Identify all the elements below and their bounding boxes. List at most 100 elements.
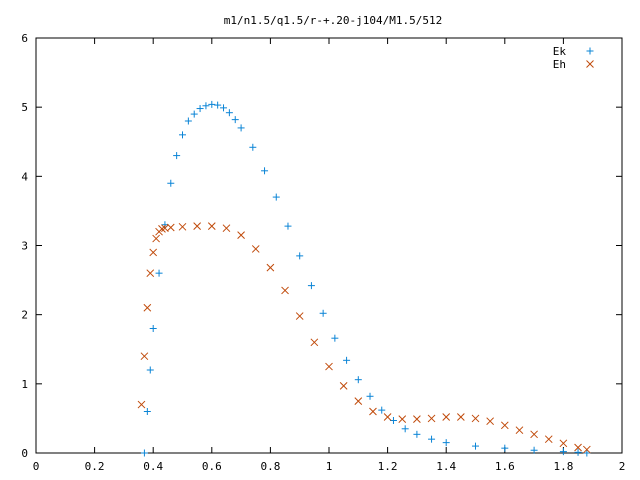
data-point <box>155 269 163 277</box>
data-point <box>143 408 151 415</box>
data-point <box>310 338 319 347</box>
data-point <box>167 179 175 187</box>
y-tick-label: 0 <box>21 447 28 460</box>
data-point <box>284 222 292 230</box>
data-point <box>266 263 275 272</box>
data-point <box>143 303 152 312</box>
data-point <box>158 225 166 233</box>
data-point <box>544 435 553 444</box>
data-point <box>398 415 407 423</box>
x-tick-label: 0.2 <box>85 460 105 473</box>
data-point <box>149 325 157 332</box>
data-point <box>173 152 181 160</box>
data-point <box>343 356 351 364</box>
plot-frame <box>35 37 623 454</box>
data-point <box>193 222 202 230</box>
data-point <box>366 392 374 400</box>
y-tick-label: 5 <box>21 101 28 114</box>
data-point <box>225 109 233 117</box>
data-point <box>456 413 465 421</box>
data-point <box>331 334 339 342</box>
data-point <box>401 425 409 433</box>
data-point <box>574 443 582 452</box>
x-tick-label: 1.6 <box>495 460 515 473</box>
data-point <box>237 124 245 132</box>
data-point <box>378 406 386 414</box>
data-point <box>281 286 289 295</box>
data-point <box>295 312 304 320</box>
data-point <box>501 444 509 452</box>
data-point <box>583 449 591 457</box>
data-point <box>500 421 509 430</box>
y-tick-label: 6 <box>21 32 28 45</box>
data-point <box>472 442 479 450</box>
data-point <box>428 435 436 443</box>
data-point <box>559 448 567 456</box>
data-point <box>369 407 377 416</box>
data-point <box>325 362 333 371</box>
data-point <box>161 221 169 229</box>
data-point <box>149 248 158 257</box>
data-point <box>354 397 363 405</box>
data-point <box>515 426 524 435</box>
x-tick-label: 0.8 <box>260 460 280 473</box>
data-point <box>442 439 450 447</box>
y-tick-label: 3 <box>21 240 28 253</box>
x-tick-label: 1.8 <box>553 460 573 473</box>
x-tick-label: 0.6 <box>202 460 222 473</box>
data-point <box>319 309 327 317</box>
data-point <box>307 282 315 290</box>
data-point <box>413 430 421 438</box>
data-point <box>272 193 280 201</box>
y-tick-label: 2 <box>21 309 28 322</box>
legend-label: Ek <box>553 45 567 58</box>
data-point <box>296 252 304 260</box>
data-point <box>222 224 231 233</box>
data-point <box>178 222 187 231</box>
data-point <box>196 105 204 113</box>
data-point <box>220 104 228 112</box>
legend-label: Eh <box>553 58 566 71</box>
data-point <box>574 448 582 456</box>
data-point <box>559 439 568 448</box>
x-tick-label: 1 <box>326 460 333 473</box>
data-point <box>530 430 538 439</box>
axis-ticks: 0 0.2 0.4 0.6 0.8 1 1.2 1.4 1.6 1.8 2 0 1 2 3 4 5 6 <box>21 32 625 473</box>
data-point <box>137 400 146 409</box>
data-point <box>207 222 216 230</box>
legend-marker <box>586 47 594 55</box>
series-eh <box>137 222 591 454</box>
x-tick-label: 0.4 <box>143 460 163 473</box>
data-point <box>237 231 245 239</box>
y-tick-label: 4 <box>21 170 28 183</box>
data-point <box>166 223 175 232</box>
data-point <box>354 376 362 384</box>
data-point <box>190 110 198 118</box>
data-point <box>202 102 210 110</box>
x-tick-label: 0 <box>33 460 40 473</box>
data-point <box>152 234 160 243</box>
data-point <box>530 446 538 454</box>
data-point <box>146 269 155 278</box>
data-point <box>249 143 257 151</box>
data-point <box>442 413 451 421</box>
data-point <box>140 449 148 457</box>
x-tick-label: 1.4 <box>436 460 456 473</box>
data-point <box>261 167 269 175</box>
x-tick-label: 2 <box>619 460 626 473</box>
data-point <box>582 445 591 454</box>
legend-marker <box>586 60 594 68</box>
data-point <box>146 366 154 374</box>
data-point <box>179 131 186 139</box>
data-point <box>208 100 216 108</box>
data-point <box>486 417 495 426</box>
data-point <box>184 117 192 125</box>
x-tick-label: 1.2 <box>378 460 398 473</box>
data-point <box>140 352 149 361</box>
y-tick-label: 1 <box>21 378 28 391</box>
chart-title: m1/n1.5/q1.5/r-+.20-j104/M1.5/512 <box>224 14 443 27</box>
series-ek <box>140 100 591 457</box>
